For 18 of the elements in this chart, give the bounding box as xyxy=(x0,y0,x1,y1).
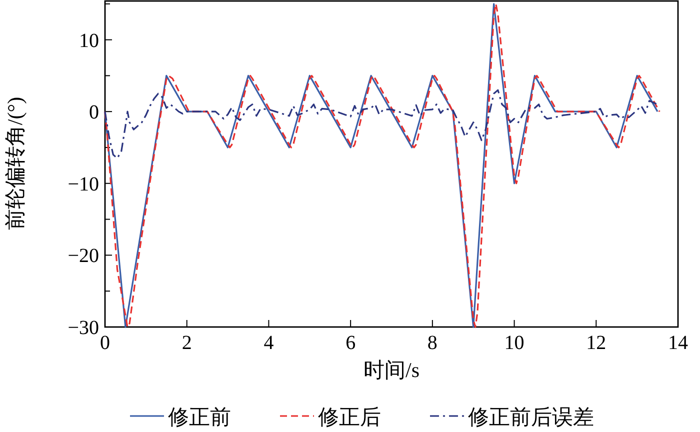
y-axis-title: 前轮偏转角/(°) xyxy=(3,96,27,230)
x-tick-label: 2 xyxy=(182,332,192,354)
legend-label: 修正前 xyxy=(168,405,231,429)
x-tick-label: 10 xyxy=(504,332,524,354)
y-tick-label: −30 xyxy=(68,317,99,339)
y-tick-label: −10 xyxy=(68,173,99,196)
y-tick-label: 10 xyxy=(79,30,99,52)
x-tick-label: 8 xyxy=(427,332,438,354)
x-axis-title: 时间/s xyxy=(363,358,420,382)
legend-label: 修正前后误差 xyxy=(468,405,594,429)
y-tick-label: 0 xyxy=(89,102,99,124)
x-tick-label: 6 xyxy=(346,332,356,354)
y-tick-label: −20 xyxy=(68,245,99,268)
line-series xyxy=(104,89,658,160)
x-tick-label: 12 xyxy=(586,332,606,354)
x-tick-label: 14 xyxy=(668,332,688,354)
legend-label: 修正后 xyxy=(318,405,381,429)
x-tick-label: 4 xyxy=(264,332,274,354)
